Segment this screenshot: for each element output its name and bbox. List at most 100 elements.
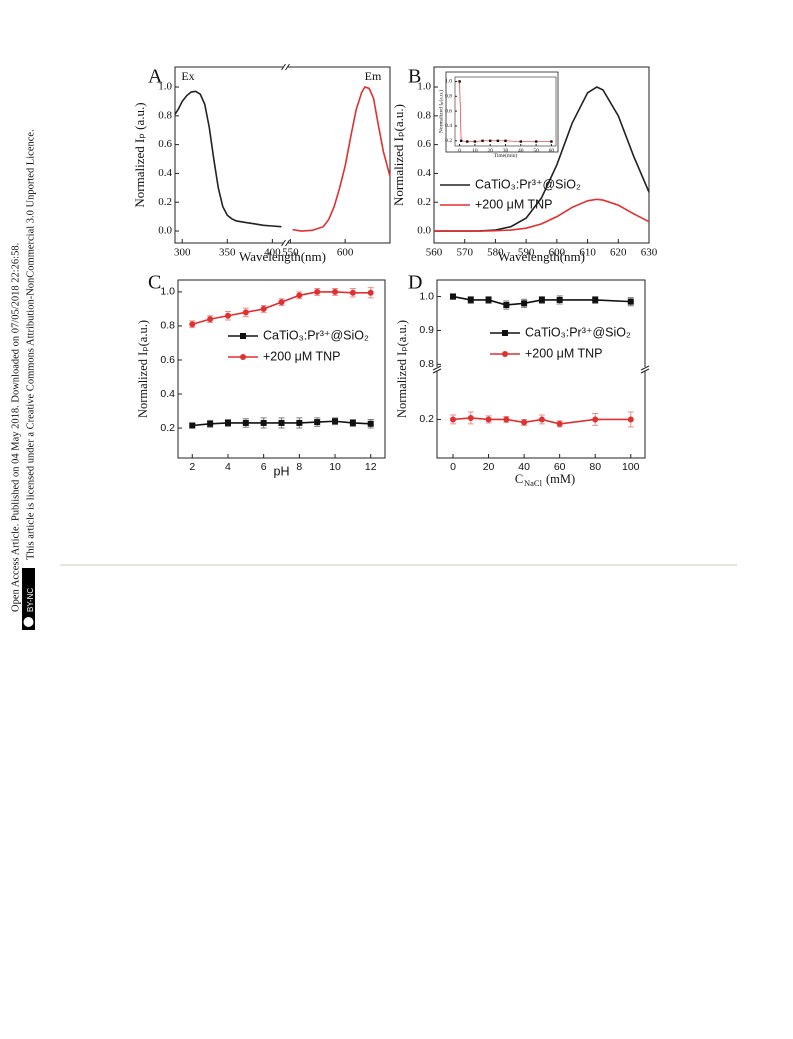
y-axis-label: Normalized Iₚ(a.u.) — [391, 104, 406, 206]
y-tick-label: 1.0 — [445, 79, 452, 85]
panel-label: D — [408, 272, 422, 294]
plot-frame — [174, 66, 391, 244]
axis-break-gap — [283, 239, 288, 247]
y-tick-label: 1.0 — [158, 81, 172, 93]
y-tick-label: 0.2 — [160, 422, 175, 434]
axis-break-gap — [433, 367, 441, 371]
data-point — [556, 296, 563, 303]
x-tick-label: 630 — [641, 246, 658, 258]
data-point — [627, 298, 634, 305]
cc-badge — [22, 568, 35, 630]
data-point — [466, 140, 469, 143]
x-tick-label: 50 — [533, 148, 539, 154]
y-tick-label: 0.4 — [445, 123, 452, 129]
axis-break-gap — [641, 367, 649, 371]
data-point — [207, 316, 214, 323]
y-tick-label: 0.8 — [419, 358, 434, 370]
x-tick-label: 6 — [261, 461, 267, 473]
data-point — [458, 80, 461, 83]
data-point — [467, 414, 474, 421]
plot-frame — [177, 279, 386, 459]
legend-label: CaTiO₃:Pr³⁺@SiO₂ — [263, 328, 369, 342]
data-point — [459, 139, 463, 143]
x-tick-label: 610 — [579, 246, 596, 258]
panel-label: C — [148, 272, 161, 294]
x-axis-label: Time(min) — [494, 152, 518, 159]
data-point — [296, 419, 303, 426]
data-point — [485, 416, 492, 423]
x-tick-label: 10 — [329, 461, 341, 473]
plot-frame — [433, 66, 650, 244]
x-tick-label: 40 — [518, 148, 524, 154]
data-point — [496, 139, 500, 143]
data-point — [556, 420, 563, 427]
data-point — [450, 293, 456, 300]
data-point — [278, 299, 285, 306]
legend-marker — [240, 354, 246, 360]
x-tick-label: 580 — [487, 246, 504, 258]
y-tick-label: 0.9 — [419, 324, 434, 336]
annotation: Em — [365, 69, 382, 83]
data-point — [473, 140, 477, 143]
y-tick-label: 0.2 — [417, 196, 431, 208]
annotation: Ex — [181, 69, 194, 83]
data-point — [367, 289, 374, 296]
data-point — [538, 416, 545, 423]
data-point — [627, 416, 634, 423]
sidebar-line: Open Access Article. Published on 04 May… — [10, 243, 21, 612]
x-axis-label-sub: NaCl — [524, 478, 543, 488]
x-tick-label: 600 — [549, 246, 566, 258]
data-point — [450, 416, 456, 423]
x-tick-label: 60 — [554, 461, 566, 473]
x-axis-label: Wavelength(nm) — [498, 249, 585, 264]
data-point — [189, 422, 196, 429]
data-point — [349, 289, 356, 296]
data-point — [485, 296, 492, 303]
data-point — [314, 419, 321, 426]
x-axis-label: C — [515, 472, 523, 486]
data-point — [314, 288, 321, 295]
axis-break — [281, 63, 290, 71]
data-point — [242, 419, 249, 426]
y-tick-label: 1.0 — [160, 286, 175, 298]
x-tick-label: 0 — [458, 148, 461, 154]
series-line — [292, 86, 391, 232]
y-axis-label: Normalized Iₚ (a.u.) — [132, 102, 147, 207]
legend-label: CaTiO₃:Pr³⁺@SiO₂ — [475, 177, 581, 191]
x-tick-label: 400 — [264, 246, 281, 258]
y-tick-label: 0.8 — [445, 94, 452, 100]
y-tick-label: 1.0 — [419, 290, 434, 302]
data-point — [521, 300, 528, 307]
y-tick-label: 0.8 — [417, 109, 431, 121]
panel-label: B — [408, 66, 421, 88]
data-point — [207, 420, 214, 427]
data-point — [481, 139, 484, 143]
series-line — [174, 90, 282, 228]
y-tick-label: 0.6 — [445, 108, 452, 114]
data-point — [367, 420, 374, 427]
y-tick-label: 0.6 — [158, 138, 172, 150]
data-point — [332, 288, 339, 295]
x-tick-label: 30 — [503, 148, 509, 154]
y-tick-label: 0.0 — [158, 225, 172, 237]
x-tick-label: 4 — [225, 461, 231, 473]
data-point — [521, 419, 528, 426]
y-axis-label: Normalized Iₚ(a.u.) — [437, 90, 444, 133]
legend-label: +200 μM TNP — [475, 197, 553, 211]
axis-break-gap — [283, 63, 288, 71]
x-tick-label: 80 — [589, 461, 601, 473]
y-tick-label: 0.2 — [158, 196, 172, 208]
y-tick-label: 0.8 — [160, 320, 175, 332]
x-tick-label: 8 — [296, 461, 302, 473]
data-point — [592, 296, 599, 303]
y-tick-label: 0.2 — [419, 413, 434, 425]
data-point — [519, 140, 523, 143]
y-tick-label: 0.2 — [445, 138, 452, 144]
cc-icon — [23, 617, 34, 627]
y-tick-label: 0.4 — [417, 167, 431, 179]
data-point — [550, 140, 553, 143]
x-tick-label: 60 — [549, 148, 555, 154]
panel-label: A — [148, 66, 163, 88]
y-axis-label: Normalized Iₚ(a.u.) — [395, 320, 409, 418]
